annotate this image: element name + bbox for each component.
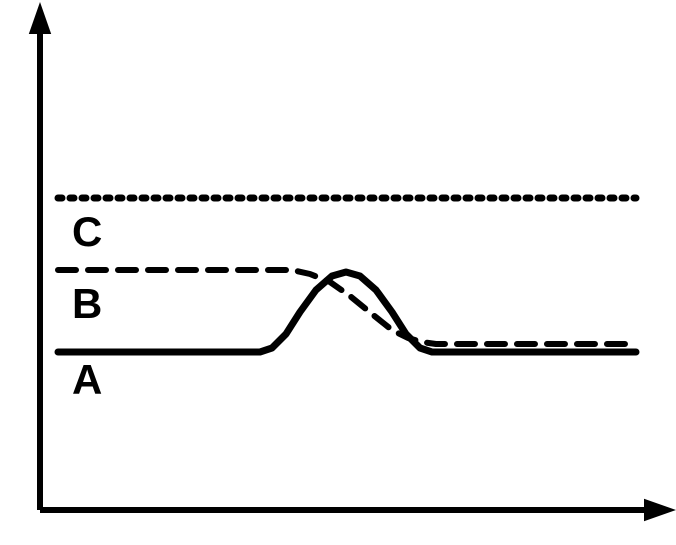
chart-svg [0, 0, 676, 545]
series-a [58, 272, 636, 352]
series-label-a: A [72, 356, 102, 404]
series-label-b: B [72, 280, 102, 328]
chart-container: C B A [0, 0, 676, 545]
y-axis-arrow [29, 2, 51, 34]
series-b [58, 270, 636, 344]
x-axis-arrow [644, 499, 676, 521]
series-label-c: C [72, 208, 102, 256]
